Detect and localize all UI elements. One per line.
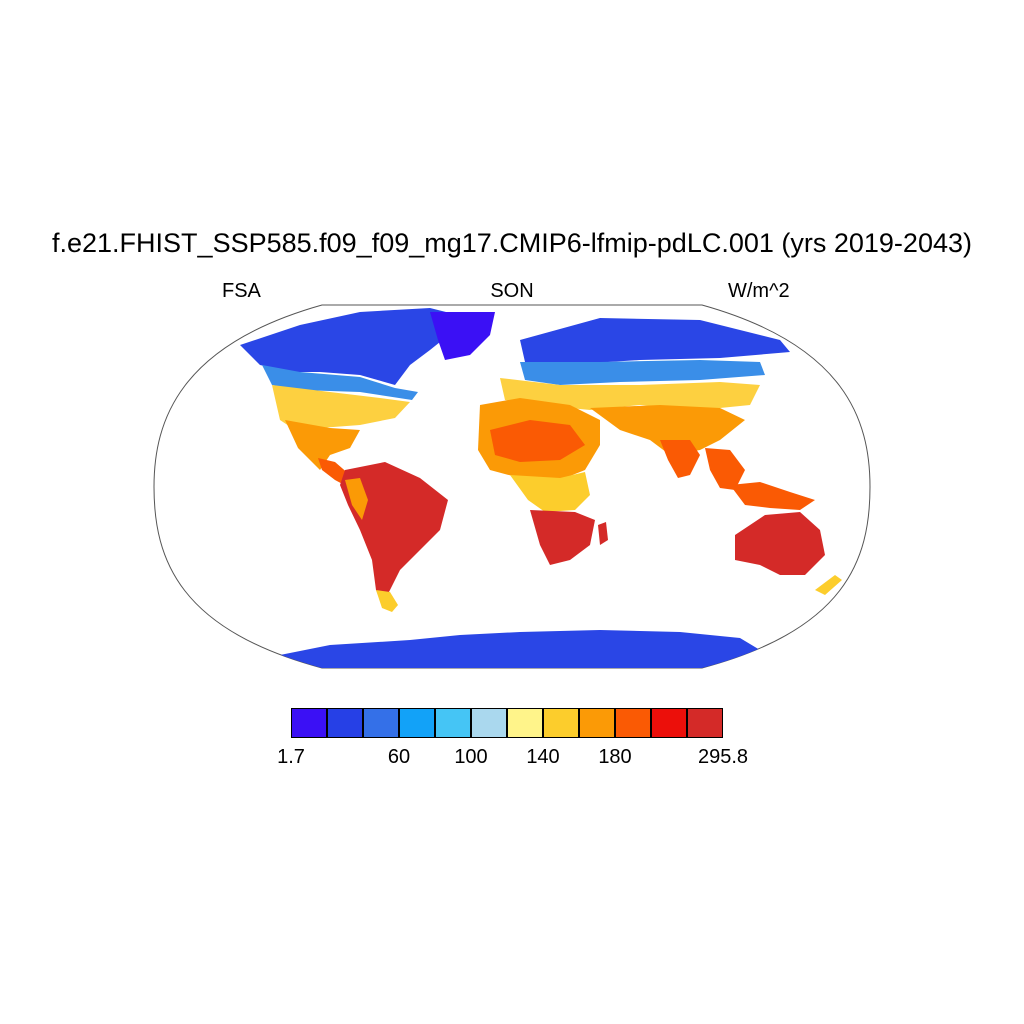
colorbar-tick-label: 140	[526, 746, 560, 768]
land-southeast-asia	[705, 448, 745, 490]
colorbar-swatch	[291, 708, 327, 738]
colorbar-tick-label: 1.7	[277, 746, 305, 768]
variable-label: FSA	[222, 280, 261, 302]
land-india	[660, 440, 700, 478]
colorbar-swatch	[471, 708, 507, 738]
colorbar-tick-label: 295.8	[697, 746, 749, 768]
land-south-america-west	[345, 478, 368, 520]
colorbar-swatch	[615, 708, 651, 738]
colorbar-swatch	[579, 708, 615, 738]
land-asia-south	[590, 405, 745, 455]
colorbar-tick-label: 180	[598, 746, 632, 768]
land-north-america-south	[285, 420, 360, 470]
land-north-america-arctic	[240, 308, 470, 385]
land-south-america-tip	[376, 590, 398, 612]
land-africa-south	[530, 510, 595, 565]
colorbar-swatch	[435, 708, 471, 738]
colorbar-swatch	[543, 708, 579, 738]
land-eurasia-boreal	[520, 360, 765, 385]
land-antarctica	[280, 630, 760, 668]
land-new-zealand	[815, 575, 842, 595]
season-label: SON	[490, 280, 534, 302]
units-label: W/m^2	[728, 280, 790, 302]
land-north-america-mid	[262, 365, 418, 400]
colorbar-tick-label: 100	[454, 746, 488, 768]
land-madagascar	[598, 522, 608, 545]
colorbar-swatch	[651, 708, 687, 738]
colorbar-swatch	[507, 708, 543, 738]
land-eurasia-temperate	[500, 378, 760, 410]
colorbar-swatch	[687, 708, 723, 738]
land-africa-sahel	[490, 420, 585, 462]
colorbar-swatch	[363, 708, 399, 738]
chart-title: f.e21.FHIST_SSP585.f09_f09_mg17.CMIP6-lf…	[52, 228, 972, 258]
colorbar-swatch	[327, 708, 363, 738]
land-indonesia	[730, 482, 815, 510]
land-greenland	[430, 312, 495, 360]
land-australia	[735, 512, 825, 575]
land-africa-central	[510, 472, 590, 512]
land-north-america-temperate	[272, 385, 410, 430]
land-eurasia-arctic	[520, 318, 790, 365]
colorbar-tick-label: 60	[387, 746, 411, 768]
colorbar-swatch	[399, 708, 435, 738]
